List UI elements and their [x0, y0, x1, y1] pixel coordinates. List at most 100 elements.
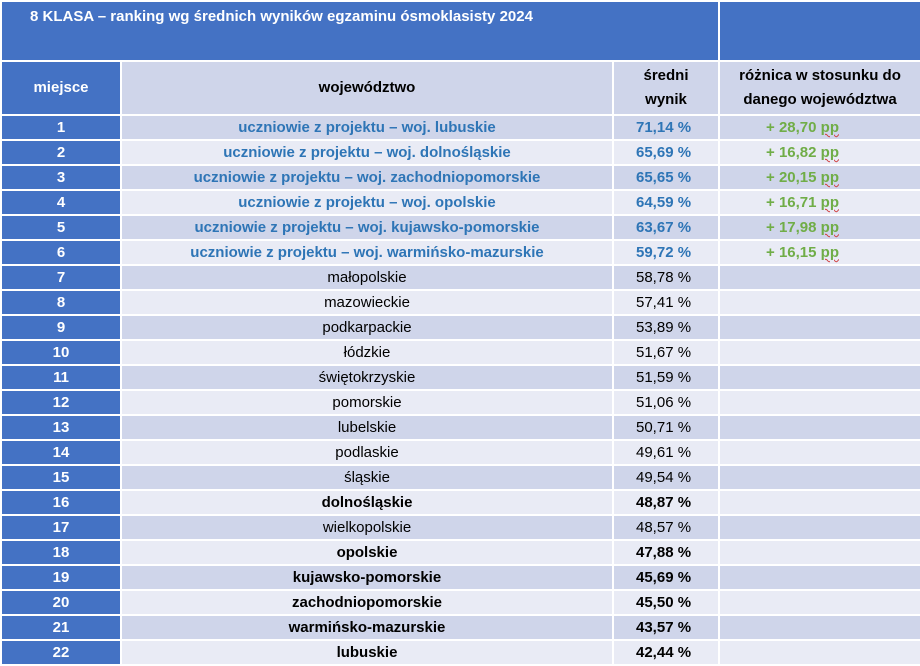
- header-place: miejsce: [0, 60, 122, 116]
- place-cell: 7: [0, 264, 122, 291]
- table-row: 21 warmińsko-mazurskie 43,57 %: [0, 614, 920, 641]
- table-row: 4 uczniowie z projektu – woj. opolskie 64,…: [0, 189, 920, 216]
- score-cell: 65,69 %: [611, 139, 721, 166]
- place-cell: 11: [0, 364, 122, 391]
- score-cell: 71,14 %: [611, 114, 721, 141]
- table-title: 8 KLASA – ranking wg średnich wyników eg…: [0, 0, 721, 62]
- region-cell: uczniowie z projektu – woj. lubuskie: [120, 114, 614, 141]
- region-cell: podlaskie: [120, 439, 614, 466]
- header-score: średni wynik: [611, 60, 721, 116]
- place-cell: 8: [0, 289, 122, 316]
- title-row: 8 KLASA – ranking wg średnich wyników eg…: [0, 0, 920, 62]
- region-cell: warmińsko-mazurskie: [120, 614, 614, 641]
- diff-unit: pp: [820, 194, 839, 211]
- region-cell: dolnośląskie: [120, 489, 614, 516]
- place-cell: 10: [0, 339, 122, 366]
- table-row: 16 dolnośląskie 48,87 %: [0, 489, 920, 516]
- diff-cell: [718, 439, 920, 466]
- table-row: 6 uczniowie z projektu – woj. warmińsko-m…: [0, 239, 920, 266]
- table-row: 13 lubelskie 50,71 %: [0, 414, 920, 441]
- region-cell: świętokrzyskie: [120, 364, 614, 391]
- diff-unit: pp: [820, 144, 839, 161]
- place-cell: 9: [0, 314, 122, 341]
- score-cell: 65,65 %: [611, 164, 721, 191]
- region-cell: podkarpackie: [120, 314, 614, 341]
- score-cell: 48,57 %: [611, 514, 721, 541]
- diff-cell: + 16,82 pp: [718, 139, 920, 166]
- table-row: 3 uczniowie z projektu – woj. zachodniopo…: [0, 164, 920, 191]
- score-cell: 50,71 %: [611, 414, 721, 441]
- diff-cell: + 16,15 pp: [718, 239, 920, 266]
- diff-cell: + 28,70 pp: [718, 114, 920, 141]
- diff-cell: + 20,15 pp: [718, 164, 920, 191]
- table-row: 22 lubuskie 42,44 %: [0, 639, 920, 666]
- table-row: 9 podkarpackie 53,89 %: [0, 314, 920, 341]
- diff-cell: [718, 539, 920, 566]
- diff-value: + 16,82: [766, 144, 817, 161]
- region-cell: uczniowie z projektu – woj. dolnośląskie: [120, 139, 614, 166]
- table-row: 14 podlaskie 49,61 %: [0, 439, 920, 466]
- diff-unit: pp: [820, 244, 839, 261]
- region-cell: śląskie: [120, 464, 614, 491]
- score-cell: 53,89 %: [611, 314, 721, 341]
- region-cell: kujawsko-pomorskie: [120, 564, 614, 591]
- region-cell: uczniowie z projektu – woj. kujawsko-pom…: [120, 214, 614, 241]
- score-cell: 64,59 %: [611, 189, 721, 216]
- table-row: 8 mazowieckie 57,41 %: [0, 289, 920, 316]
- diff-cell: [718, 464, 920, 491]
- diff-unit: pp: [820, 219, 839, 236]
- score-cell: 49,61 %: [611, 439, 721, 466]
- region-cell: lubuskie: [120, 639, 614, 666]
- place-cell: 21: [0, 614, 122, 641]
- region-cell: zachodniopomorskie: [120, 589, 614, 616]
- header-score-line2: wynik: [645, 91, 687, 108]
- diff-cell: [718, 414, 920, 441]
- place-cell: 6: [0, 239, 122, 266]
- header-diff-line1: różnica w stosunku do: [739, 67, 901, 84]
- score-cell: 59,72 %: [611, 239, 721, 266]
- table-row: 2 uczniowie z projektu – woj. dolnośląski…: [0, 139, 920, 166]
- title-empty-cell: [718, 0, 920, 62]
- diff-value: + 17,98: [766, 219, 817, 236]
- diff-value: + 20,15: [766, 169, 817, 186]
- region-cell: uczniowie z projektu – woj. warmińsko-ma…: [120, 239, 614, 266]
- table-row: 12 pomorskie 51,06 %: [0, 389, 920, 416]
- table-row: 15 śląskie 49,54 %: [0, 464, 920, 491]
- score-cell: 51,67 %: [611, 339, 721, 366]
- score-cell: 45,50 %: [611, 589, 721, 616]
- diff-cell: [718, 264, 920, 291]
- score-cell: 51,59 %: [611, 364, 721, 391]
- diff-cell: [718, 564, 920, 591]
- header-diff-line2: danego województwa: [743, 91, 897, 108]
- diff-cell: [718, 489, 920, 516]
- table-row: 17 wielkopolskie 48,57 %: [0, 514, 920, 541]
- diff-cell: [718, 389, 920, 416]
- place-cell: 14: [0, 439, 122, 466]
- place-cell: 13: [0, 414, 122, 441]
- score-cell: 57,41 %: [611, 289, 721, 316]
- table-row: 18 opolskie 47,88 %: [0, 539, 920, 566]
- header-diff: różnica w stosunku do danego województwa: [718, 60, 920, 116]
- place-cell: 19: [0, 564, 122, 591]
- region-cell: wielkopolskie: [120, 514, 614, 541]
- score-cell: 47,88 %: [611, 539, 721, 566]
- diff-value: + 16,71: [766, 194, 817, 211]
- table-row: 7 małopolskie 58,78 %: [0, 264, 920, 291]
- place-cell: 20: [0, 589, 122, 616]
- table-row: 1 uczniowie z projektu – woj. lubuskie 71,…: [0, 114, 920, 141]
- score-cell: 58,78 %: [611, 264, 721, 291]
- score-cell: 43,57 %: [611, 614, 721, 641]
- diff-cell: [718, 339, 920, 366]
- diff-unit: pp: [820, 169, 839, 186]
- score-cell: 49,54 %: [611, 464, 721, 491]
- place-cell: 22: [0, 639, 122, 666]
- header-region: województwo: [120, 60, 614, 116]
- region-cell: uczniowie z projektu – woj. zachodniopom…: [120, 164, 614, 191]
- diff-value: + 16,15: [766, 244, 817, 261]
- place-cell: 12: [0, 389, 122, 416]
- diff-unit: pp: [820, 119, 839, 136]
- diff-cell: + 16,71 pp: [718, 189, 920, 216]
- diff-value: + 28,70: [766, 119, 817, 136]
- place-cell: 2: [0, 139, 122, 166]
